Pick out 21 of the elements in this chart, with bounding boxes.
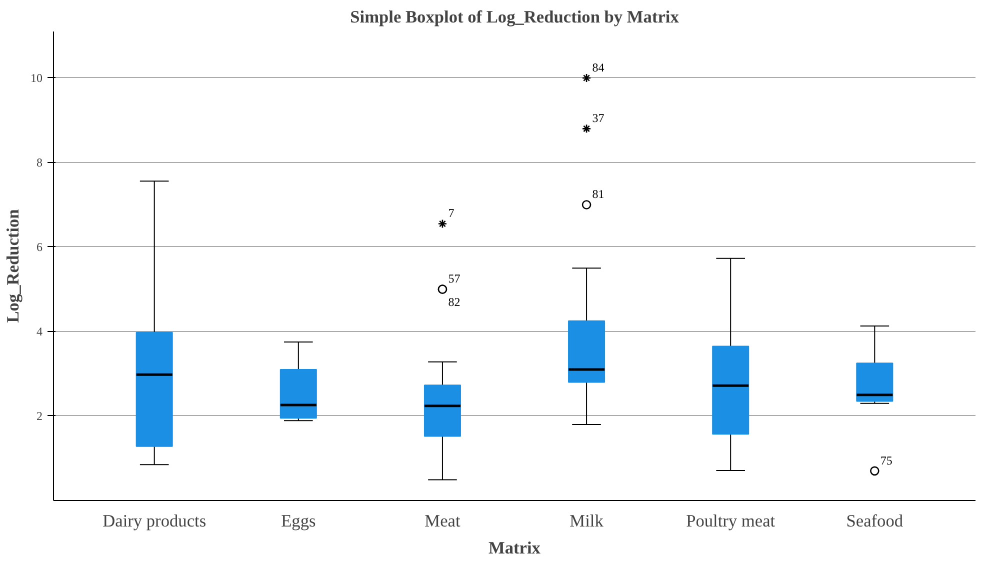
annotation: 82	[448, 294, 460, 309]
y-tick-label: 2	[36, 408, 42, 423]
y-tick-label: 10	[30, 70, 42, 85]
x-tick-label: Poultry meat	[686, 512, 776, 530]
y-axis-title: Log_Reduction	[4, 208, 22, 323]
x-tick-label: Meat	[424, 512, 460, 530]
annotation: 84	[592, 60, 604, 74]
annotation: 75	[880, 453, 892, 468]
annotation: 57	[448, 272, 460, 286]
y-tick-label: 4	[36, 324, 42, 338]
annotation: 7	[448, 206, 454, 220]
x-tick-label: Milk	[570, 512, 604, 530]
annotation: 81	[592, 187, 604, 202]
x-axis-title: Matrix	[488, 538, 541, 558]
y-tick-label: 6	[36, 240, 42, 254]
x-tick-label: Seafood	[846, 512, 904, 530]
x-tick-label: Dairy products	[102, 512, 206, 530]
chart-title: Simple Boxplot of Log_Reduction by Matrix	[350, 8, 680, 26]
annotation: 37	[592, 111, 604, 126]
x-tick-label: Eggs	[281, 512, 316, 530]
y-tick-label: 8	[36, 155, 42, 170]
